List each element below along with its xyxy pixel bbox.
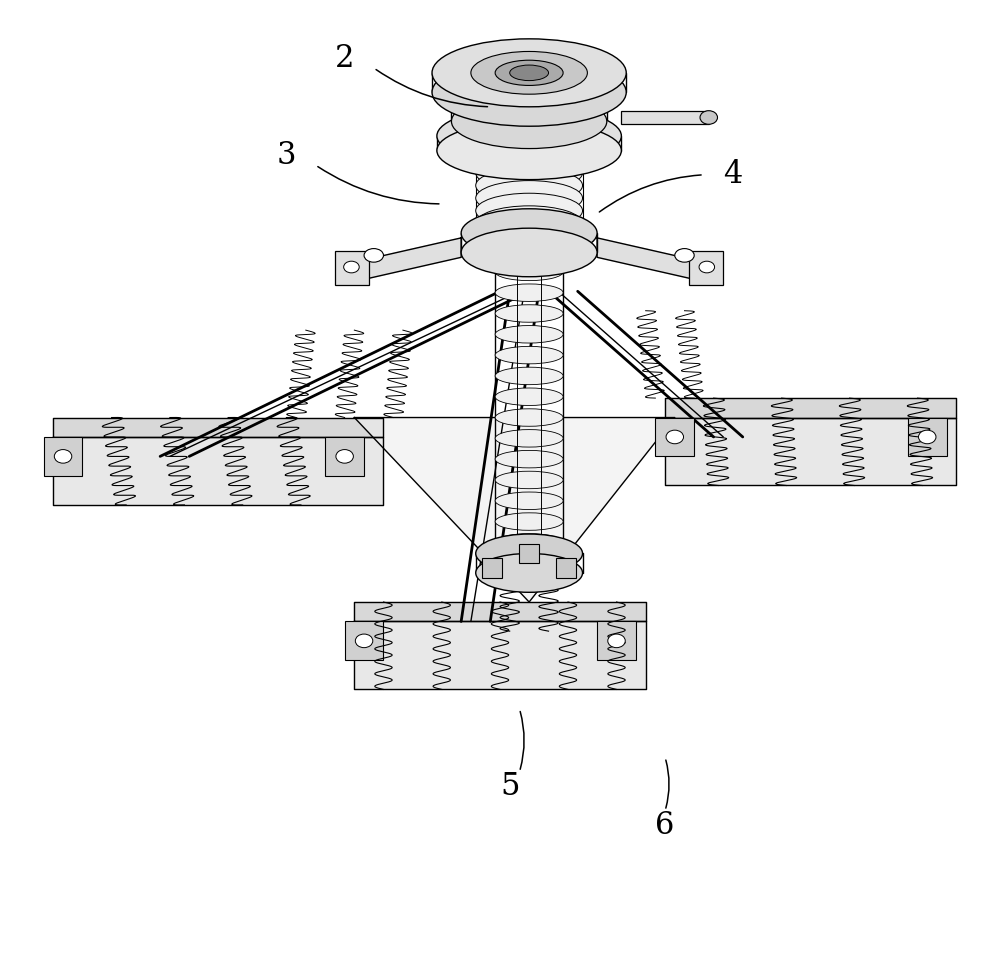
Text: 5: 5 — [500, 771, 519, 802]
Ellipse shape — [700, 111, 718, 124]
Ellipse shape — [437, 121, 621, 180]
Ellipse shape — [476, 155, 583, 190]
Ellipse shape — [495, 451, 563, 468]
Bar — [908, 418, 947, 456]
Ellipse shape — [476, 143, 583, 178]
Ellipse shape — [608, 634, 625, 648]
Polygon shape — [597, 238, 704, 282]
Ellipse shape — [432, 58, 626, 126]
Polygon shape — [354, 418, 675, 602]
Ellipse shape — [476, 181, 583, 216]
Ellipse shape — [344, 261, 359, 273]
Polygon shape — [53, 437, 383, 505]
Bar — [621, 111, 709, 124]
Ellipse shape — [54, 450, 72, 463]
Ellipse shape — [364, 249, 383, 262]
Bar — [556, 558, 576, 578]
Polygon shape — [665, 398, 956, 418]
Ellipse shape — [476, 168, 583, 203]
Ellipse shape — [495, 325, 563, 343]
Text: 4: 4 — [723, 159, 743, 190]
Ellipse shape — [495, 409, 563, 426]
Ellipse shape — [432, 39, 626, 107]
Ellipse shape — [666, 430, 684, 444]
Ellipse shape — [495, 534, 563, 552]
Ellipse shape — [476, 206, 583, 241]
Bar — [689, 251, 723, 285]
Ellipse shape — [495, 305, 563, 322]
Ellipse shape — [495, 347, 563, 364]
Ellipse shape — [919, 430, 936, 444]
Ellipse shape — [437, 107, 621, 165]
Text: 3: 3 — [277, 140, 296, 171]
Ellipse shape — [476, 553, 583, 592]
Ellipse shape — [495, 429, 563, 447]
Ellipse shape — [495, 284, 563, 301]
Ellipse shape — [451, 75, 607, 129]
Ellipse shape — [461, 228, 597, 277]
Ellipse shape — [495, 388, 563, 406]
Ellipse shape — [495, 367, 563, 385]
Ellipse shape — [476, 218, 583, 253]
Bar — [482, 558, 502, 578]
Ellipse shape — [495, 513, 563, 530]
Ellipse shape — [675, 249, 694, 262]
Polygon shape — [665, 418, 956, 486]
Ellipse shape — [336, 450, 353, 463]
Ellipse shape — [471, 51, 587, 94]
Text: 6: 6 — [655, 810, 675, 841]
Ellipse shape — [476, 534, 583, 573]
Ellipse shape — [461, 209, 597, 257]
Polygon shape — [354, 621, 646, 689]
Ellipse shape — [495, 492, 563, 510]
Text: 2: 2 — [335, 43, 354, 74]
Bar — [44, 437, 82, 476]
Polygon shape — [354, 238, 461, 282]
Ellipse shape — [495, 60, 563, 85]
Bar — [335, 251, 369, 285]
Ellipse shape — [495, 263, 563, 281]
Bar — [597, 621, 636, 660]
Bar — [655, 418, 694, 456]
Polygon shape — [354, 602, 646, 621]
Bar — [345, 621, 383, 660]
Ellipse shape — [699, 261, 715, 273]
Polygon shape — [53, 418, 383, 437]
Ellipse shape — [495, 471, 563, 488]
Ellipse shape — [451, 94, 607, 149]
Ellipse shape — [476, 193, 583, 228]
Bar — [325, 437, 364, 476]
Ellipse shape — [355, 634, 373, 648]
Ellipse shape — [510, 65, 549, 81]
Bar — [519, 544, 539, 563]
